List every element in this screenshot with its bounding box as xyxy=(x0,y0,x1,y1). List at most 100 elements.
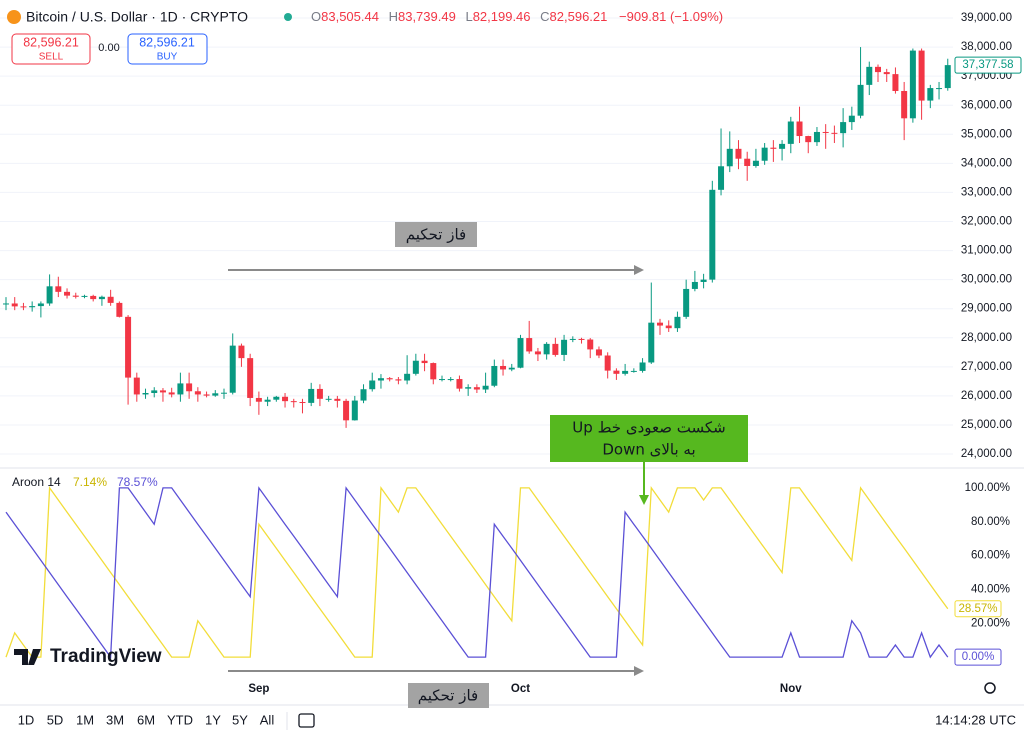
candle-body xyxy=(639,362,646,371)
y-tick-label: 33,000.00 xyxy=(961,186,1012,198)
y-tick-label: 36,000.00 xyxy=(961,99,1012,111)
last-value-label: 28.57% xyxy=(958,603,997,615)
settings-icon[interactable] xyxy=(984,682,996,694)
candle-body xyxy=(866,66,873,85)
sell-label[interactable]: SELL xyxy=(39,52,64,63)
candle-body xyxy=(630,370,637,372)
sell-button[interactable] xyxy=(11,33,91,65)
ohlc: O83,505.44 H83,739.49 L82,199.46 C82,596… xyxy=(311,9,723,24)
timeframe[interactable]: 5D xyxy=(47,712,64,727)
candle-body xyxy=(840,122,847,134)
candle-body xyxy=(116,302,123,317)
y-tick-label: 80.00% xyxy=(971,516,1010,528)
annotations: فاز تحکیم فاز تحکیم شکست صعودی خط Up به … xyxy=(228,222,748,708)
y-tick-label: 32,000.00 xyxy=(961,216,1012,228)
candle-body xyxy=(473,387,480,390)
aroon-line xyxy=(5,486,949,659)
market-status xyxy=(284,13,292,21)
sell-price[interactable]: 82,596.21 xyxy=(23,35,79,49)
candle-body xyxy=(927,88,934,101)
clock: 14:14:28 UTC xyxy=(935,712,1016,727)
last-price-label: 37,377.58 xyxy=(962,59,1013,71)
candle-body xyxy=(543,343,550,355)
timeframe[interactable]: 6M xyxy=(137,712,155,727)
candle-body xyxy=(752,160,759,166)
timeframe[interactable]: 3M xyxy=(106,712,124,727)
ohlc-key: C xyxy=(540,9,549,24)
candle-body xyxy=(273,396,280,400)
y-tick-label: 20.00% xyxy=(971,617,1010,629)
candle-body xyxy=(325,398,332,400)
candle-body xyxy=(526,338,533,352)
arrow-head xyxy=(634,666,644,676)
timeframe[interactable]: YTD xyxy=(167,712,193,727)
label-box xyxy=(395,222,477,247)
candle-body xyxy=(395,379,402,381)
timeframe[interactable]: 1D xyxy=(18,712,35,727)
candle-body xyxy=(622,370,629,374)
candle-body xyxy=(386,378,393,380)
x-tick-label: Sep xyxy=(248,683,269,695)
candle-body xyxy=(683,288,690,317)
candle-body xyxy=(316,388,323,399)
buy-button[interactable] xyxy=(127,33,208,65)
candle-body xyxy=(377,378,384,381)
candle-body xyxy=(456,379,463,389)
legend-value: 7.14% xyxy=(73,475,107,489)
candle-body xyxy=(944,65,951,89)
note-line: شکست صعودی خط Up xyxy=(572,419,725,437)
candle-body xyxy=(813,131,820,143)
candle-body xyxy=(822,131,829,133)
y-tick-label: 34,000.00 xyxy=(961,157,1012,169)
y-tick-label: 39,000.00 xyxy=(961,12,1012,24)
change: −909.81 (−1.09%) xyxy=(619,9,723,24)
candle-body xyxy=(482,385,489,390)
buy-price[interactable]: 82,596.21 xyxy=(139,35,195,49)
last-price-tag xyxy=(954,56,1022,74)
timeframe[interactable]: 1M xyxy=(76,712,94,727)
candle-body xyxy=(290,401,297,403)
candle-body xyxy=(29,306,36,308)
x-tick-label: Nov xyxy=(780,683,802,695)
y-tick-label: 29,000.00 xyxy=(961,303,1012,315)
candle-body xyxy=(412,360,419,374)
y-tick-label: 25,000.00 xyxy=(961,419,1012,431)
candle-body xyxy=(718,166,725,190)
candle-body xyxy=(55,286,62,292)
candle-body xyxy=(831,132,838,134)
ohlc-key: O xyxy=(311,9,321,24)
y-tick-label: 60.00% xyxy=(971,550,1010,562)
ohlc-key: H xyxy=(389,9,398,24)
candle-body xyxy=(552,343,559,355)
brand: TradingView xyxy=(14,646,162,667)
symbol-title: Bitcoin / U.S. Dollar · 1D · CRYPTO xyxy=(26,9,248,25)
candle-body xyxy=(194,391,201,395)
candle-body xyxy=(107,296,114,303)
timeframe[interactable]: 5Y xyxy=(232,712,248,727)
y-tick-label: 40.00% xyxy=(971,583,1010,595)
candle-body xyxy=(186,383,193,392)
candle-body xyxy=(360,389,367,401)
candle-body xyxy=(3,303,9,305)
candle-body xyxy=(761,147,768,161)
buy-label[interactable]: BUY xyxy=(157,52,178,63)
candle-body xyxy=(875,66,881,73)
candle-body xyxy=(221,392,227,394)
candle-body xyxy=(46,286,53,304)
timeframe[interactable]: 1Y xyxy=(205,712,221,727)
date-range-icon[interactable] xyxy=(298,713,315,728)
candle-body xyxy=(64,291,71,296)
last-value-tag xyxy=(954,648,1002,666)
candle-body xyxy=(534,351,541,355)
candle-body xyxy=(351,400,358,421)
candle-body xyxy=(691,281,698,289)
candle-body xyxy=(430,363,437,380)
candle-body xyxy=(491,365,498,386)
y-tick-label: 26,000.00 xyxy=(961,390,1012,402)
ohlc-value: 82,199.46 xyxy=(473,9,531,24)
candle-body xyxy=(229,345,236,393)
candle-body xyxy=(159,390,166,393)
candle-body xyxy=(151,390,158,394)
timeframe[interactable]: All xyxy=(260,712,275,727)
